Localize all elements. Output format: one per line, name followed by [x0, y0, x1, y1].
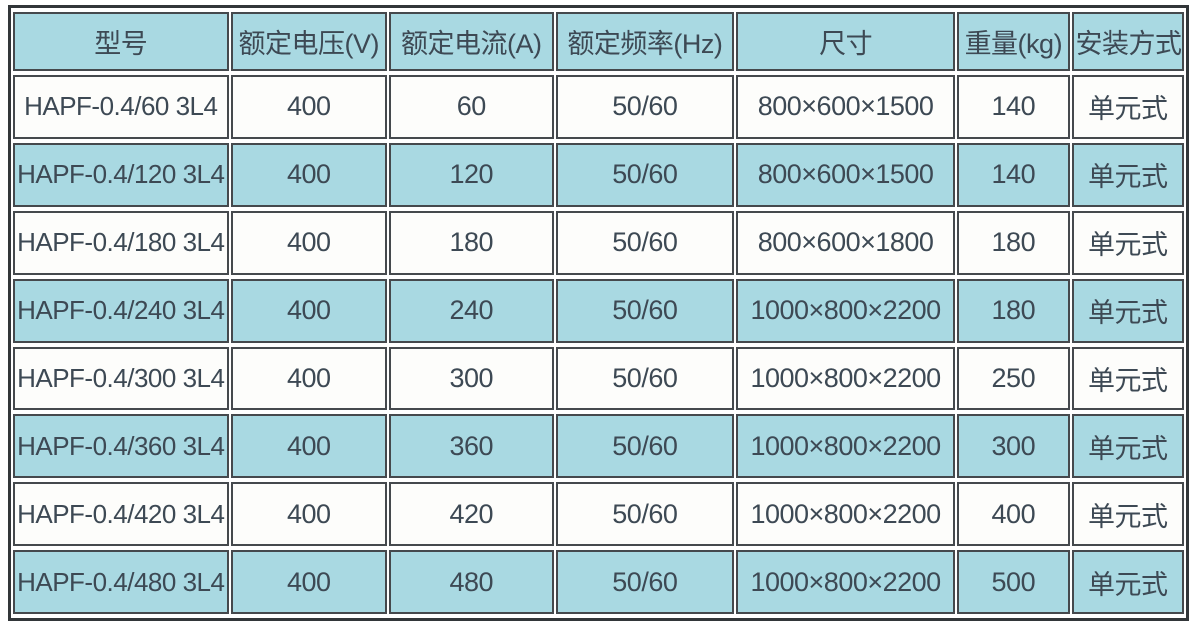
table-cell: 50/60	[555, 210, 735, 275]
table-cell: 50/60	[555, 75, 735, 139]
table-cell: 1000×800×2200	[736, 414, 956, 479]
column-header-current: 额定电流(A)	[389, 12, 554, 71]
table-cell-model: HAPF-0.4/300 3L4	[13, 346, 229, 411]
table-cell: 60	[389, 75, 554, 139]
table-cell: 400	[230, 210, 388, 275]
table-cell: 50/60	[555, 142, 735, 207]
table-cell: 420	[389, 482, 554, 547]
table-row: HAPF-0.4/480 3L4 400 480 50/60 1000×800×2200…	[13, 550, 1184, 614]
table-cell: 250	[957, 346, 1070, 411]
table-cell: 120	[389, 142, 554, 207]
table-cell-model: HAPF-0.4/480 3L4	[13, 550, 229, 614]
table-cell: 800×600×1500	[736, 75, 956, 139]
table-cell: 50/60	[555, 550, 735, 614]
column-header-model: 型号	[13, 12, 229, 71]
table-cell: 140	[957, 75, 1070, 139]
table-cell: 单元式	[1071, 482, 1184, 547]
table-cell: 400	[230, 550, 388, 614]
table-cell: 480	[389, 550, 554, 614]
column-header-frequency: 额定频率(Hz)	[555, 12, 735, 71]
header-row: 型号 额定电压(V) 额定电流(A) 额定频率(Hz) 尺寸 重量(kg) 安装…	[13, 12, 1184, 71]
spec-table-body: HAPF-0.4/60 3L4 400 60 50/60 800×600×1500 140…	[13, 75, 1184, 614]
table-cell: 400	[230, 142, 388, 207]
table-cell: 180	[957, 210, 1070, 275]
table-cell: 50/60	[555, 278, 735, 343]
table-cell: 单元式	[1071, 346, 1184, 411]
table-cell: 140	[957, 142, 1070, 207]
table-cell: 800×600×1800	[736, 210, 956, 275]
table-cell: 400	[957, 482, 1070, 547]
table-cell: 300	[389, 346, 554, 411]
table-cell: 单元式	[1071, 75, 1184, 139]
spec-table: 型号 额定电压(V) 额定电流(A) 额定频率(Hz) 尺寸 重量(kg) 安装…	[8, 5, 1189, 621]
table-cell: 400	[230, 75, 388, 139]
table-cell: 800×600×1500	[736, 142, 956, 207]
table-cell: 1000×800×2200	[736, 346, 956, 411]
table-cell: 单元式	[1071, 278, 1184, 343]
table-cell: 400	[230, 346, 388, 411]
table-cell: 单元式	[1071, 142, 1184, 207]
table-cell: 400	[230, 278, 388, 343]
table-cell-model: HAPF-0.4/240 3L4	[13, 278, 229, 343]
table-cell: 单元式	[1071, 414, 1184, 479]
table-cell-model: HAPF-0.4/120 3L4	[13, 142, 229, 207]
table-cell: 50/60	[555, 346, 735, 411]
table-cell: 360	[389, 414, 554, 479]
table-cell: 300	[957, 414, 1070, 479]
column-header-voltage: 额定电压(V)	[230, 12, 388, 71]
table-cell-model: HAPF-0.4/420 3L4	[13, 482, 229, 547]
table-cell: 400	[230, 414, 388, 479]
column-header-weight: 重量(kg)	[957, 12, 1070, 71]
table-row: HAPF-0.4/120 3L4 400 120 50/60 800×600×1500 1…	[13, 142, 1184, 207]
table-cell: 50/60	[555, 414, 735, 479]
table-cell-model: HAPF-0.4/360 3L4	[13, 414, 229, 479]
table-cell: 1000×800×2200	[736, 482, 956, 547]
table-cell: 1000×800×2200	[736, 278, 956, 343]
column-header-installation: 安装方式	[1071, 12, 1184, 71]
table-row: HAPF-0.4/420 3L4 400 420 50/60 1000×800×2200…	[13, 482, 1184, 547]
table-row: HAPF-0.4/360 3L4 400 360 50/60 1000×800×2200…	[13, 414, 1184, 479]
table-row: HAPF-0.4/60 3L4 400 60 50/60 800×600×1500 140…	[13, 75, 1184, 139]
table-cell: 50/60	[555, 482, 735, 547]
column-header-dimensions: 尺寸	[736, 12, 956, 71]
table-cell: 500	[957, 550, 1070, 614]
table-cell: 180	[957, 278, 1070, 343]
table-cell: 240	[389, 278, 554, 343]
table-row: HAPF-0.4/300 3L4 400 300 50/60 1000×800×2200…	[13, 346, 1184, 411]
table-cell: 单元式	[1071, 550, 1184, 614]
table-cell: 单元式	[1071, 210, 1184, 275]
table-cell-model: HAPF-0.4/60 3L4	[13, 75, 229, 139]
table-row: HAPF-0.4/240 3L4 400 240 50/60 1000×800×2200…	[13, 278, 1184, 343]
table-row: HAPF-0.4/180 3L4 400 180 50/60 800×600×1800 1…	[13, 210, 1184, 275]
table-cell: 180	[389, 210, 554, 275]
table-cell: 1000×800×2200	[736, 550, 956, 614]
table-cell-model: HAPF-0.4/180 3L4	[13, 210, 229, 275]
table-cell: 400	[230, 482, 388, 547]
